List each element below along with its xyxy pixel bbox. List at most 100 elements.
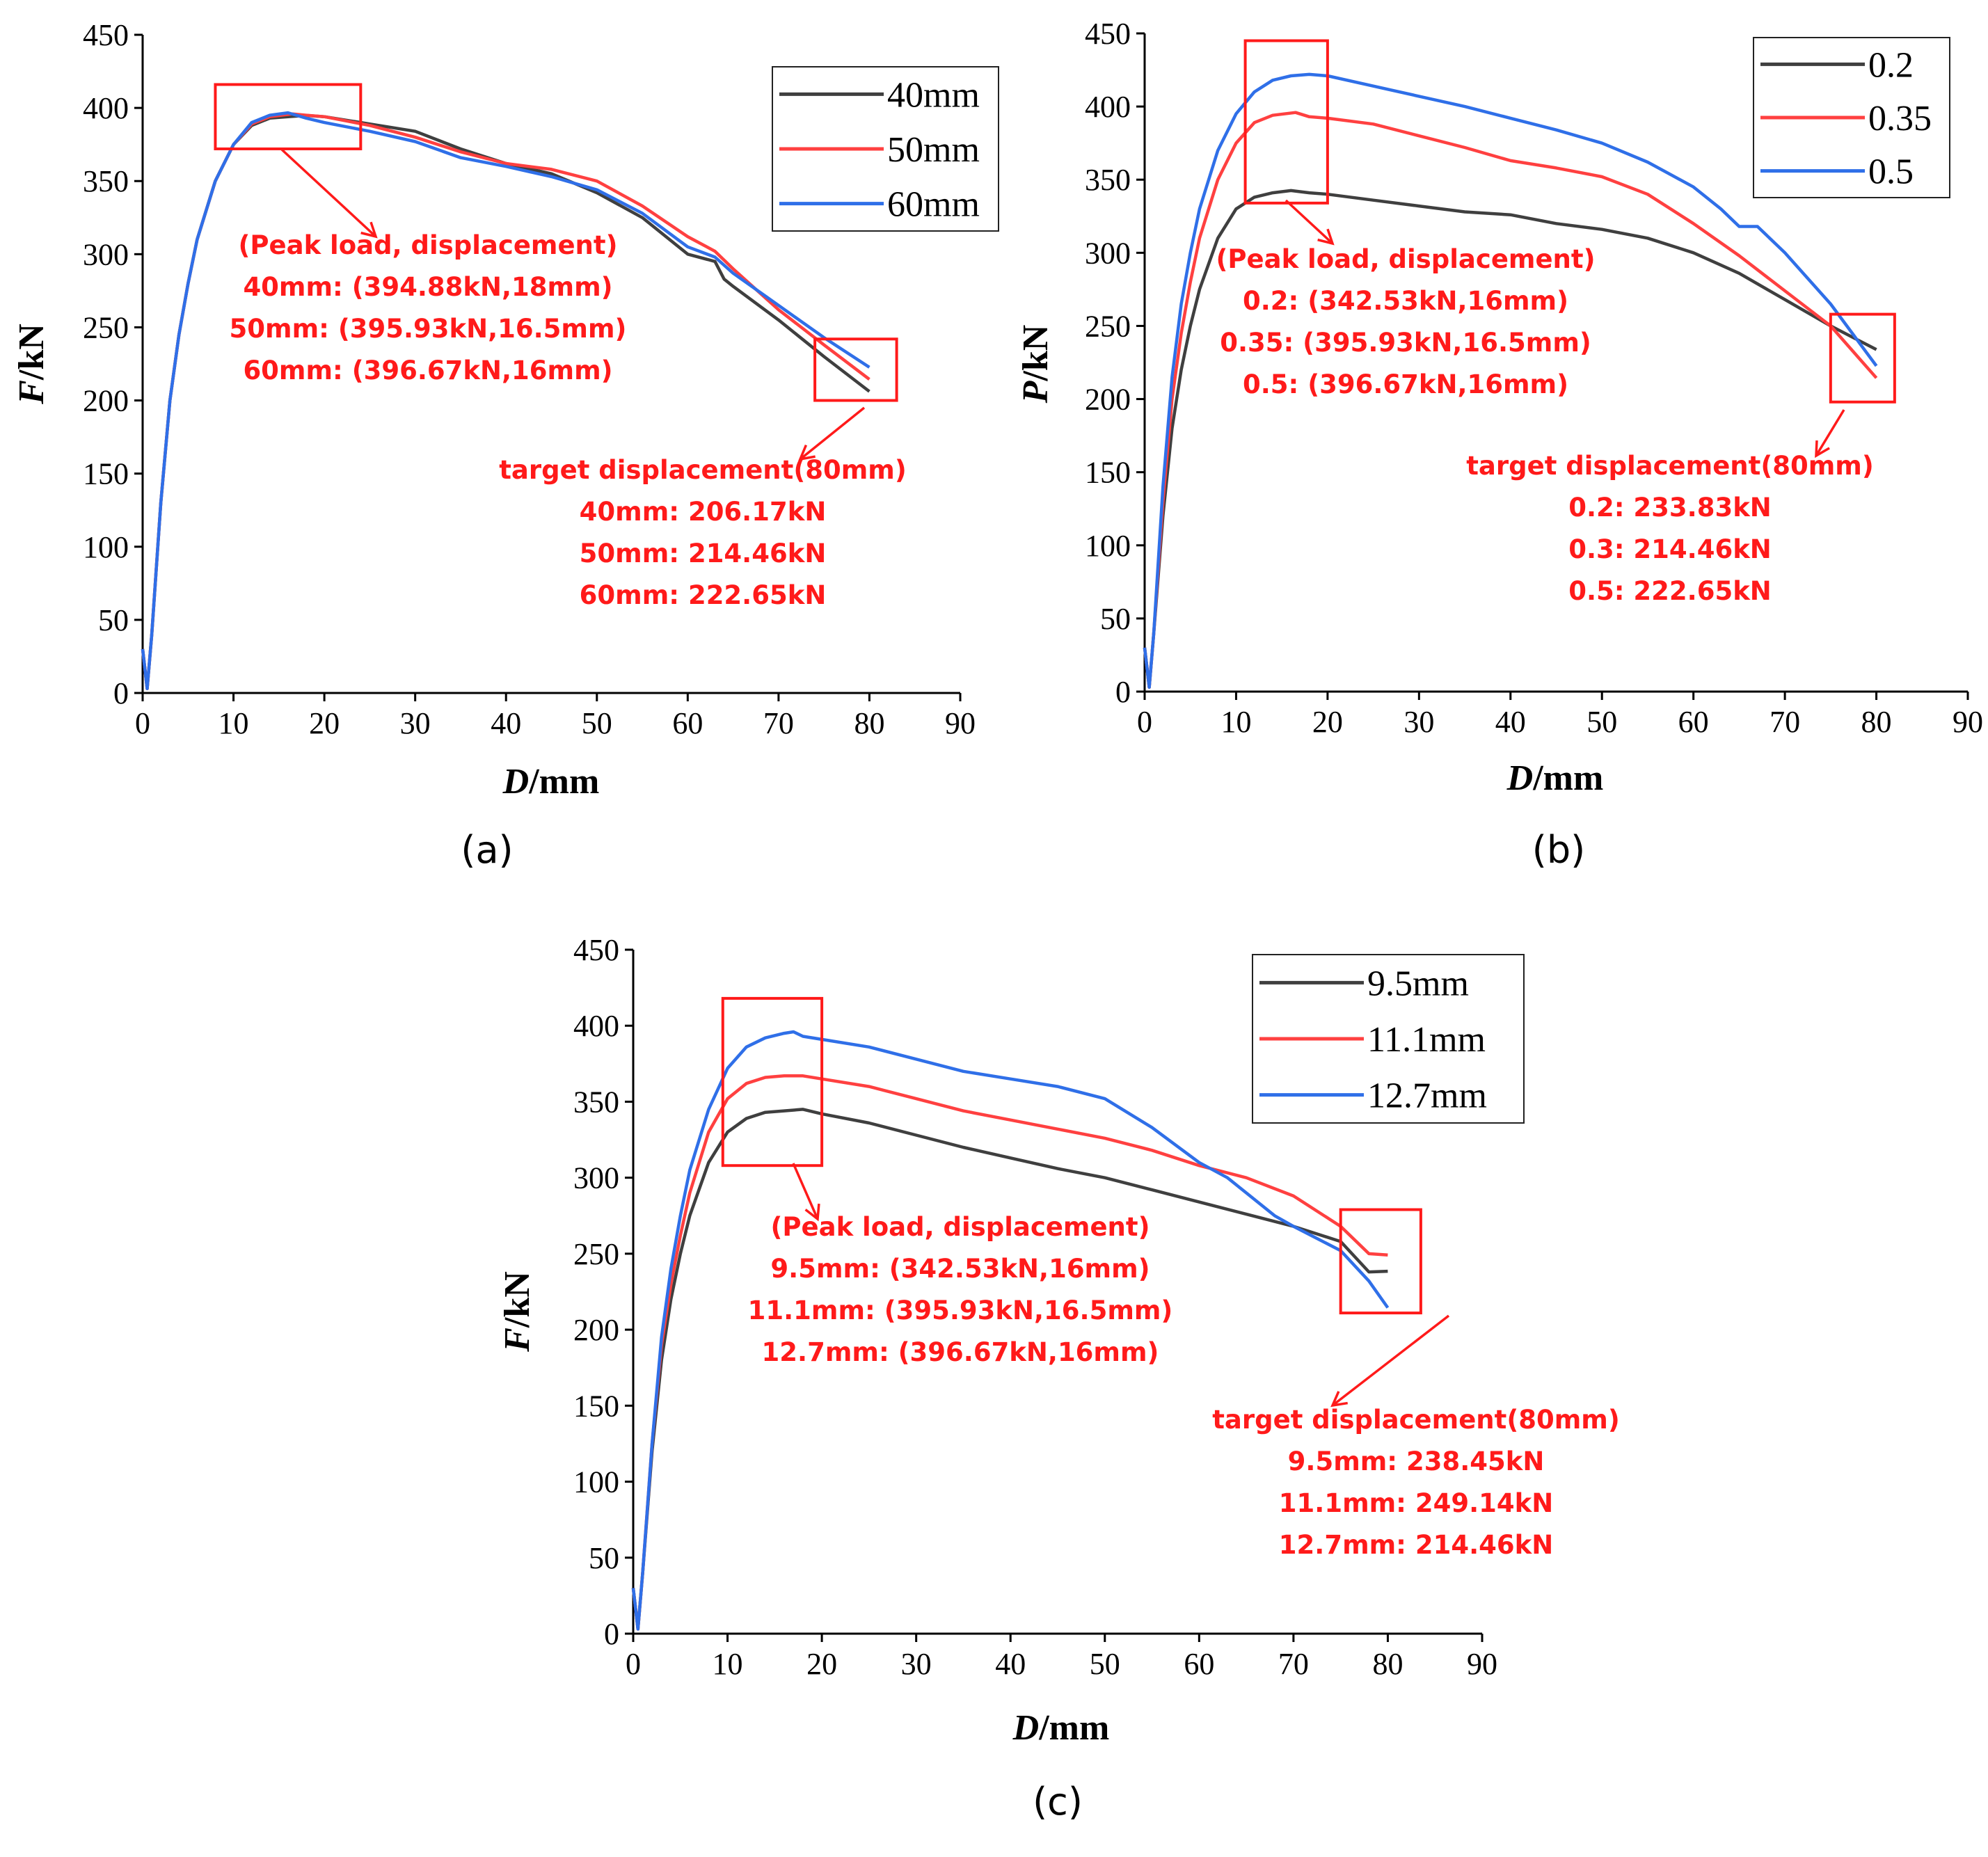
target-annotation-line: target displacement(80mm) [1466,451,1874,481]
x-axis-title-unit: /mm [1532,758,1603,798]
legend-label: 40mm [887,75,980,115]
target-annotation-line: 0.2: 233.83kN [1568,493,1772,523]
chart-panel-1: 0 10 20 30 40 50 60 70 80 90 0 50 100 150 200 250 300 350… [12,18,999,872]
y-tick-label: 0 [113,676,129,710]
target-arrow-head [1330,1391,1349,1408]
x-tick-label: 90 [1953,705,1983,739]
x-axis-title: D/mm [1012,1708,1110,1748]
target-annotation-line: 40mm: 206.17kN [580,497,827,527]
peak-highlight-box [214,83,363,150]
peak-annotation-line: (Peak load, displacement) [238,230,617,260]
panel-caption: (b) [1532,828,1585,872]
y-tick-label: 100 [573,1465,619,1499]
y-tick-label: 200 [573,1313,619,1347]
y-tick-label: 250 [83,310,129,344]
target-highlight-box [813,337,898,402]
x-tick-label: 70 [1770,705,1800,739]
peak-annotation-line: 0.35: (395.93kN,16.5mm) [1220,328,1591,358]
legend: 9.5mm 11.1mm 12.7mm [1252,954,1525,1124]
y-tick-label: 450 [573,933,619,967]
peak-annotation-line: 12.7mm: (396.67kN,16mm) [762,1337,1159,1367]
x-tick-label: 60 [1678,705,1709,739]
y-axis-title: F/kN [498,1271,537,1353]
peak-arrow-head [360,221,378,239]
y-tick-label: 50 [1100,602,1131,636]
series-line-60mm [141,111,870,690]
y-tick-label: 150 [83,457,129,491]
target-annotation-line: 60mm: 222.65kN [580,580,827,610]
target-annotation-line: target displacement(80mm) [499,455,907,485]
y-axis-title-unit: /kN [498,1271,537,1328]
y-tick-label: 300 [573,1161,619,1195]
peak-arrow-head [804,1203,820,1222]
y-tick-label: 250 [573,1237,619,1271]
x-tick-label: 10 [713,1647,743,1681]
y-tick-label: 200 [1085,383,1131,417]
x-tick-label: 40 [995,1647,1026,1681]
y-tick-label: 450 [83,18,129,52]
peak-annotation-line: 50mm: (395.93kN,16.5mm) [230,314,627,344]
y-tick-label: 150 [1085,456,1131,490]
peak-arrow [792,1163,819,1220]
x-tick-label: 40 [491,706,521,740]
x-tick-label: 80 [1861,705,1892,739]
x-tick-label: 0 [135,706,150,740]
x-tick-label: 90 [1467,1647,1497,1681]
peak-annotation-line: 11.1mm: (395.93kN,16.5mm) [748,1296,1173,1325]
peak-arrow [280,148,377,238]
x-axis-title-variable: D [502,762,530,802]
y-axis-title-variable: F [498,1328,537,1353]
legend-label: 0.2 [1868,45,1914,85]
y-tick-label: 0 [1115,675,1131,709]
y-tick-label: 250 [1085,309,1131,343]
chart-panel-2: 0 10 20 30 40 50 60 70 80 90 0 50 100 150 200 250 300 350… [1016,17,1983,872]
y-tick-label: 300 [1085,236,1131,270]
peak-annotation-line: 60mm: (396.67kN,16mm) [243,356,612,385]
x-tick-label: 70 [1278,1647,1309,1681]
y-tick-label: 350 [83,164,129,198]
x-axis-title-variable: D [1012,1708,1040,1748]
x-tick-label: 0 [626,1647,641,1681]
x-axis-title-variable: D [1506,758,1534,798]
target-annotation-line: target displacement(80mm) [1212,1405,1620,1435]
y-tick-label: 50 [98,603,129,637]
target-annotation-line: 11.1mm: 249.14kN [1279,1488,1553,1518]
peak-annotation-line: (Peak load, displacement) [770,1212,1150,1242]
y-tick-label: 200 [83,384,129,418]
target-arrow [799,406,866,461]
target-highlight-box [1829,312,1896,404]
legend-label: 0.35 [1868,99,1932,138]
target-annotation-line: 9.5mm: 238.45kN [1288,1446,1545,1476]
x-tick-label: 20 [806,1647,837,1681]
panel-caption: (a) [461,828,513,872]
y-tick-label: 150 [573,1389,619,1423]
x-tick-label: 10 [1220,705,1251,739]
y-axis-title-variable: F [12,380,51,405]
peak-annotation-line: 0.5: (396.67kN,16mm) [1243,369,1568,399]
y-tick-label: 350 [1085,163,1131,197]
y-tick-label: 100 [83,530,129,564]
legend-label: 11.1mm [1367,1020,1486,1060]
legend-label: 12.7mm [1367,1076,1487,1116]
y-tick-label: 400 [83,91,129,125]
legend-label: 9.5mm [1367,964,1469,1003]
y-tick-label: 50 [589,1541,619,1575]
panel-caption: (c) [1033,1780,1083,1824]
y-tick-label: 0 [604,1617,619,1651]
x-tick-label: 10 [218,706,249,740]
x-tick-label: 30 [400,706,431,740]
target-annotation-line: 50mm: 214.46kN [580,539,827,568]
y-tick-label: 400 [573,1009,619,1043]
x-tick-label: 40 [1495,705,1526,739]
legend: 0.2 0.35 0.5 [1753,37,1950,198]
target-annotation-line: 0.5: 222.65kN [1568,576,1772,606]
target-annotation-line: 12.7mm: 214.46kN [1279,1530,1553,1560]
x-tick-label: 50 [1587,705,1617,739]
x-tick-label: 0 [1137,705,1152,739]
x-tick-label: 20 [1312,705,1343,739]
peak-annotation-line: (Peak load, displacement) [1216,244,1595,274]
y-tick-label: 300 [83,237,129,271]
x-tick-label: 30 [901,1647,932,1681]
peak-arrow-head [1317,228,1335,246]
